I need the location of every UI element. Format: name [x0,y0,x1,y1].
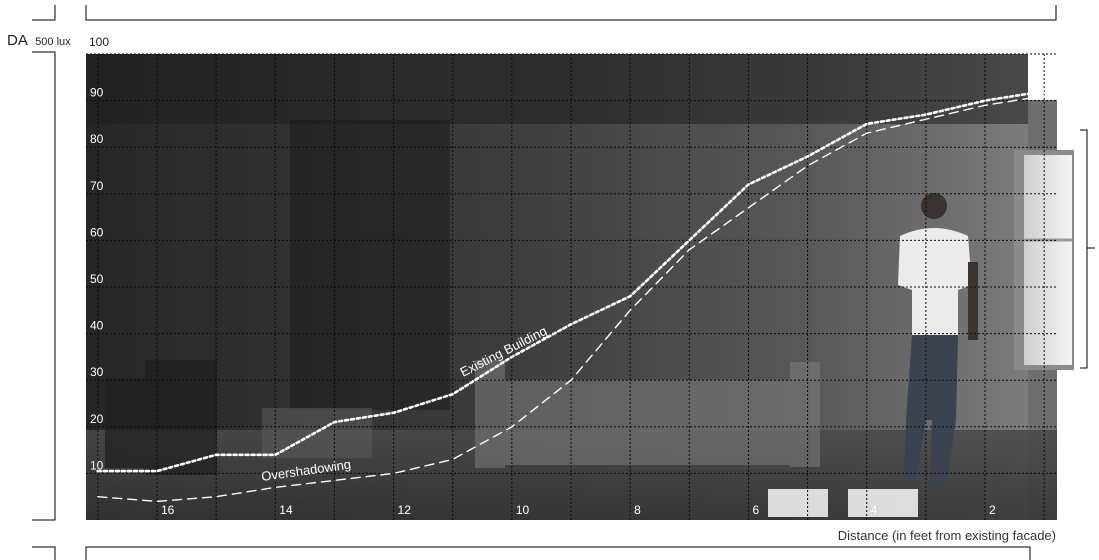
y-axis-title: DA 500 lux [7,32,71,49]
series-lines [96,90,1046,503]
series-line-1 [97,95,1045,503]
x-tick-labels: 16 14 12 10 8 6 4 2 [161,503,996,517]
y-tick-label-5: 60 [90,225,104,239]
bench [262,408,372,458]
room-photo-background [86,54,1074,520]
x-tick-label-2: 12 [398,503,412,517]
y-tick-label-8: 90 [90,86,104,100]
dark-doorway [290,120,450,410]
person-figure [898,193,978,488]
y-tick-label-7: 80 [90,132,104,146]
x-tick-label-3: 10 [516,503,530,517]
x-tick-label-0: 16 [161,503,175,517]
x-tick-label-5: 6 [752,503,759,517]
x-tick-label-4: 8 [634,503,641,517]
y-axis-title-main: DA [7,32,28,49]
x-tick-label-1: 14 [279,503,293,517]
y-tick-label-2: 30 [90,365,104,379]
series-line-0 [96,90,1046,473]
y-tick-label-4: 50 [90,272,104,286]
x-tick-label-6: 4 [871,503,878,517]
y-axis-title-sub: 500 lux [35,36,71,48]
y-tick-label-9: 100 [89,35,109,49]
window-height-bracket [1080,129,1095,369]
floor-light-patch [768,489,918,517]
y-tick-label-0: 10 [90,458,104,472]
sofa [475,360,820,468]
ceiling-shade [86,54,1028,124]
y-tick-labels: 10 20 30 40 50 60 70 80 90 100 [89,35,109,472]
x-axis-title: Distance (in feet from existing facade) [838,528,1056,543]
y-tick-label-6: 70 [90,179,104,193]
x-tick-label-7: 2 [989,503,996,517]
grid-lines [86,53,1056,520]
y-tick-label-3: 40 [90,319,104,333]
page-frame [32,5,1095,560]
y-tick-label-1: 20 [90,412,104,426]
